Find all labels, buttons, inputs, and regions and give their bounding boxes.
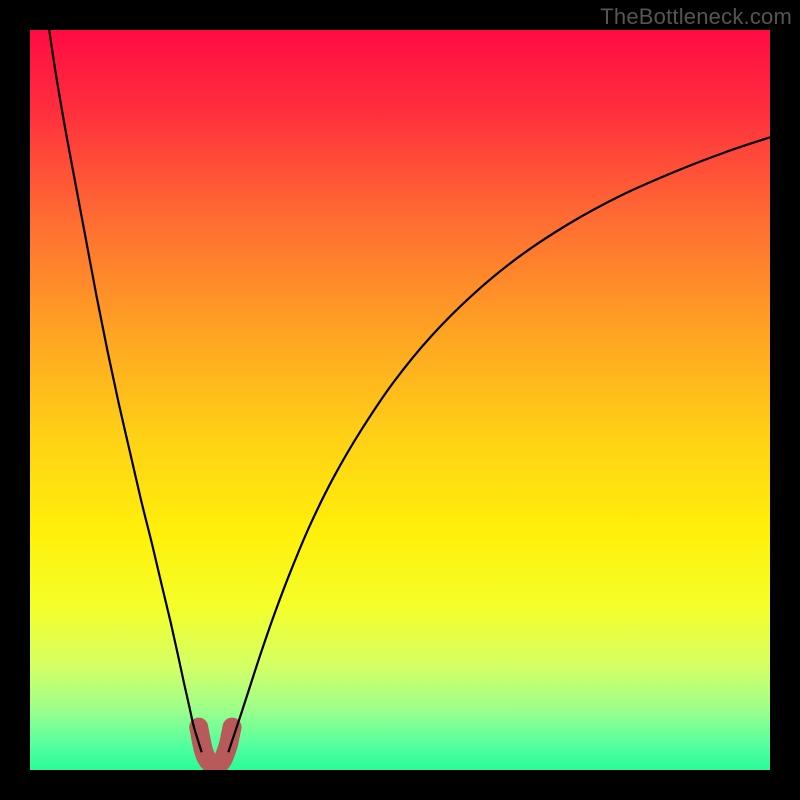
watermark-text: TheBottleneck.com <box>600 4 792 30</box>
chart-container: TheBottleneck.com <box>0 0 800 800</box>
plot-background <box>30 30 770 770</box>
bottleneck-chart <box>0 0 800 800</box>
